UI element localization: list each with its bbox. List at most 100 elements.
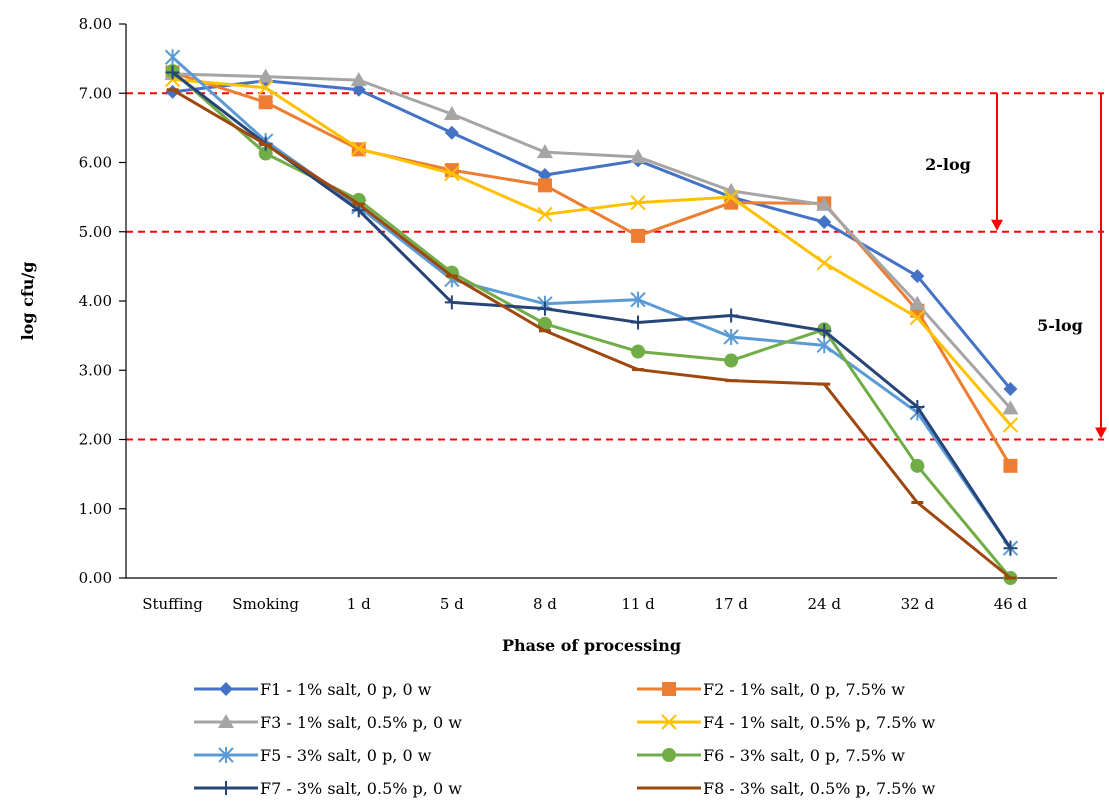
y-tick-label: 5.00 xyxy=(79,223,112,241)
data-point xyxy=(258,146,273,161)
series-4 xyxy=(164,71,1019,433)
data-point xyxy=(443,106,460,121)
x-tick-label: 11 d xyxy=(621,595,655,613)
legend-item: F5 - 3% salt, 0 p, 0 w xyxy=(194,746,432,765)
legend-item: F1 - 1% salt, 0 p, 0 w xyxy=(194,680,432,699)
x-tick-label: 32 d xyxy=(901,595,935,613)
data-point xyxy=(816,337,832,354)
legend-label: F3 - 1% salt, 0.5% p, 0 w xyxy=(260,713,462,732)
legend-label: F6 - 3% salt, 0 p, 7.5% w xyxy=(703,746,905,765)
x-tick-label: Smoking xyxy=(232,595,299,613)
data-point xyxy=(444,295,459,310)
x-tick-label: Stuffing xyxy=(142,595,203,613)
series-6 xyxy=(165,64,1018,585)
y-axis-title: log cfu/g xyxy=(18,262,37,341)
data-point xyxy=(444,165,460,182)
data-point xyxy=(1003,541,1018,556)
x-axis-title: Phase of processing xyxy=(502,636,681,655)
x-tick-label: 5 d xyxy=(440,595,464,613)
legend-marker xyxy=(219,682,233,696)
data-point xyxy=(1003,381,1018,396)
data-point xyxy=(630,148,647,163)
series-2 xyxy=(165,65,1018,473)
data-point xyxy=(444,125,459,140)
data-point xyxy=(257,68,274,83)
legend-label: F7 - 3% salt, 0.5% p, 0 w xyxy=(260,779,462,798)
y-tick-label: 6.00 xyxy=(79,154,112,172)
data-point xyxy=(631,315,646,330)
series-8 xyxy=(166,88,1017,580)
y-tick-label: 8.00 xyxy=(79,15,112,33)
y-tick-label: 4.00 xyxy=(79,292,112,310)
reference-lines xyxy=(126,92,1104,441)
legend-item: F2 - 1% salt, 0 p, 7.5% w xyxy=(637,680,905,699)
x-tick-label: 8 d xyxy=(533,595,557,613)
legend-item: F4 - 1% salt, 0.5% p, 7.5% w xyxy=(637,713,936,732)
series-group xyxy=(164,49,1019,585)
data-point xyxy=(631,344,646,359)
series-line xyxy=(172,77,1012,426)
data-point xyxy=(1003,458,1018,473)
series-1 xyxy=(165,73,1018,396)
data-point xyxy=(723,189,739,205)
annotation-5-log: 5-log xyxy=(1037,316,1083,335)
arrow-2-log-head xyxy=(991,219,1003,231)
data-point xyxy=(910,269,925,284)
data-point xyxy=(817,215,832,230)
data-point xyxy=(816,196,833,211)
legend-item: F3 - 1% salt, 0.5% p, 0 w xyxy=(194,713,462,732)
x-tick-label: 24 d xyxy=(808,595,842,613)
series-line xyxy=(172,72,1012,410)
data-point xyxy=(536,144,553,159)
data-point xyxy=(537,301,552,316)
series-line xyxy=(171,88,1012,580)
series-7 xyxy=(165,65,1018,556)
x-tick-label: 1 d xyxy=(347,595,371,613)
y-tick-label: 0.00 xyxy=(79,569,112,587)
data-point xyxy=(910,399,925,414)
legend-item: F6 - 3% salt, 0 p, 7.5% w xyxy=(637,746,905,765)
legend: F1 - 1% salt, 0 p, 0 w F2 - 1% salt, 0 p,… xyxy=(194,680,936,798)
data-point xyxy=(351,140,367,157)
series-line xyxy=(171,56,1012,550)
legend-label: F1 - 1% salt, 0 p, 0 w xyxy=(260,680,432,699)
data-point xyxy=(537,206,553,223)
y-tick-label: 2.00 xyxy=(79,431,112,449)
x-tick-label: 17 d xyxy=(714,595,748,613)
legend-marker xyxy=(218,747,234,763)
data-point xyxy=(816,255,832,271)
legend-label: F8 - 3% salt, 0.5% p, 7.5% w xyxy=(703,779,936,798)
data-point xyxy=(631,228,646,243)
data-point xyxy=(537,178,552,193)
data-point xyxy=(165,65,180,80)
y-tick-label: 7.00 xyxy=(79,84,112,102)
data-point xyxy=(351,82,366,97)
legend-item: F7 - 3% salt, 0.5% p, 0 w xyxy=(194,779,462,798)
series-line xyxy=(171,69,1012,579)
data-point xyxy=(630,194,646,211)
data-point xyxy=(910,458,925,473)
legend-marker xyxy=(662,748,676,762)
data-point xyxy=(630,291,646,308)
data-point xyxy=(909,309,926,326)
y-tick-label: 1.00 xyxy=(79,500,112,518)
data-point xyxy=(724,308,739,323)
annotations: 2-log 5-log xyxy=(925,93,1107,439)
legend-label: F4 - 1% salt, 0.5% p, 7.5% w xyxy=(703,713,936,732)
data-point xyxy=(1002,417,1019,433)
axes: 0.00 1.00 2.00 3.00 4.00 5.00 6.00 7.00 8.00 Stuf… xyxy=(18,15,1057,655)
data-point xyxy=(723,329,739,346)
legend-label: F5 - 3% salt, 0 p, 0 w xyxy=(260,746,432,765)
legend-marker xyxy=(661,714,677,730)
x-tick-label: 46 d xyxy=(994,595,1028,613)
data-point xyxy=(258,95,273,110)
data-point xyxy=(164,49,181,66)
data-point xyxy=(257,80,274,96)
y-tick-label: 3.00 xyxy=(79,361,112,379)
data-point xyxy=(350,72,367,87)
series-line xyxy=(172,79,1012,390)
data-point xyxy=(909,295,926,310)
series-line xyxy=(172,71,1012,467)
legend-marker xyxy=(219,781,233,795)
